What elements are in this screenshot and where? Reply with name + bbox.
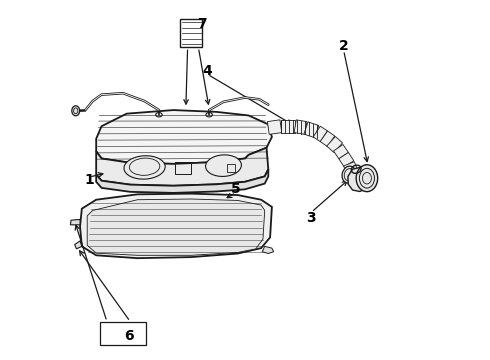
Polygon shape <box>87 199 265 255</box>
Polygon shape <box>96 148 269 186</box>
Polygon shape <box>313 126 327 142</box>
Text: 2: 2 <box>339 39 348 53</box>
Polygon shape <box>262 246 274 253</box>
Polygon shape <box>96 169 269 193</box>
Polygon shape <box>96 110 272 164</box>
Polygon shape <box>304 122 319 138</box>
Polygon shape <box>348 167 375 192</box>
Text: 4: 4 <box>202 64 212 78</box>
Ellipse shape <box>124 156 165 179</box>
Polygon shape <box>343 162 358 175</box>
Polygon shape <box>334 144 348 159</box>
Ellipse shape <box>206 155 242 176</box>
Polygon shape <box>327 136 343 153</box>
Bar <box>175 162 191 174</box>
Ellipse shape <box>342 166 356 183</box>
Polygon shape <box>80 194 272 258</box>
Polygon shape <box>74 241 82 249</box>
Polygon shape <box>268 120 282 134</box>
Text: 3: 3 <box>307 211 316 225</box>
Bar <box>227 164 235 172</box>
Polygon shape <box>339 153 354 167</box>
Bar <box>100 321 147 345</box>
Text: 7: 7 <box>197 17 207 31</box>
Text: 6: 6 <box>123 329 133 343</box>
Ellipse shape <box>72 106 80 116</box>
Polygon shape <box>281 120 295 133</box>
Text: 5: 5 <box>231 182 241 196</box>
Text: 1: 1 <box>84 173 94 187</box>
Polygon shape <box>320 131 335 147</box>
Polygon shape <box>71 220 80 225</box>
Bar <box>180 19 202 47</box>
Polygon shape <box>294 120 307 134</box>
Ellipse shape <box>356 165 378 192</box>
